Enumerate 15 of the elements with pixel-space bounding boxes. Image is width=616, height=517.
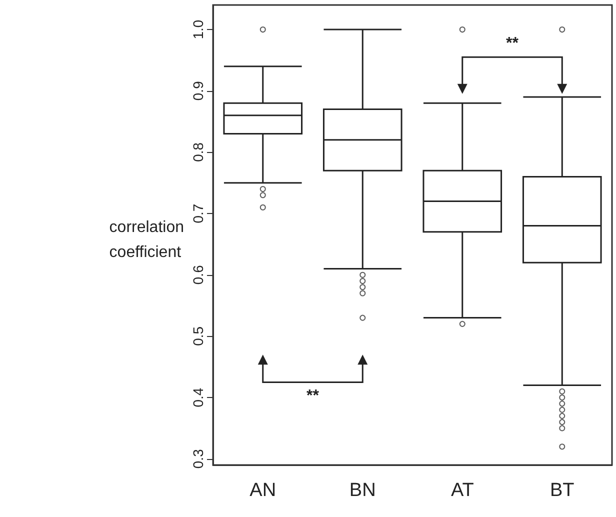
y-axis-title: correlation coefficient xyxy=(109,219,184,261)
annotation: ** xyxy=(506,34,520,52)
y-tick-label: 1.0 xyxy=(190,20,206,40)
y-tick-label: 0.8 xyxy=(190,142,206,162)
x-tick-label: AN xyxy=(250,480,276,501)
x-tick-label: AT xyxy=(450,480,474,501)
x-tick-label: BT xyxy=(550,480,575,501)
x-tick-label: BN xyxy=(349,480,376,501)
y-tick-label: 0.5 xyxy=(190,326,206,346)
y-tick-label: 0.3 xyxy=(190,448,206,469)
y-tick-label: 0.6 xyxy=(190,264,206,285)
y-tick-label: 0.7 xyxy=(190,204,206,224)
annotation: ** xyxy=(306,387,320,404)
y-tick-label: 0.4 xyxy=(190,388,206,408)
y-tick-label: 0.9 xyxy=(190,80,206,101)
